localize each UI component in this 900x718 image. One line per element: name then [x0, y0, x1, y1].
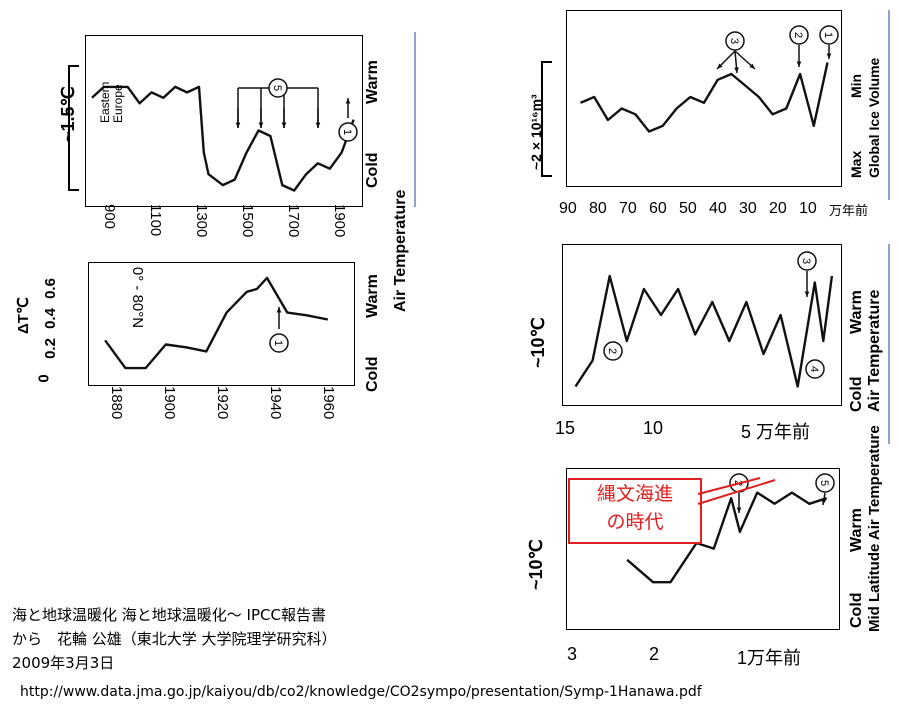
warm-label-e: Warm	[848, 508, 865, 552]
marker-c-3: 3	[725, 31, 745, 51]
bracket-c	[541, 61, 552, 177]
ylabel-mid-latitude: Mid Latitude Air Temperature	[866, 425, 883, 632]
x-e-tick: 1万年前	[737, 648, 802, 668]
x-c-tick: 10	[799, 200, 817, 217]
marker-b-1: 1	[269, 333, 289, 353]
cold-label-e: Cold	[848, 592, 865, 628]
arrow-a-3-head	[315, 122, 321, 128]
x-c-tick: 万年前	[829, 203, 869, 218]
svg-text:2: 2	[792, 32, 804, 38]
source-url: http://www.data.jma.go.jp/kaiyou/db/co2/…	[20, 684, 702, 700]
marker-c-1: 1	[819, 25, 839, 45]
marker-a-5: 5	[268, 78, 288, 98]
chart-air-temp-long: 3 2 4	[562, 244, 842, 406]
svg-text:1: 1	[341, 129, 353, 135]
arrow-e-down-head	[736, 507, 742, 513]
svg-text:1: 1	[822, 32, 834, 38]
x-c-tick: 70	[619, 200, 637, 217]
caption-line-2: から 花輪 公雄（東北大学 大学院理学研究科）	[12, 630, 337, 648]
svg-text:2: 2	[606, 348, 618, 354]
arrow-a-2-head	[281, 122, 287, 128]
x-e-tick: 2	[649, 644, 660, 664]
arrow-c-4-head	[796, 61, 802, 67]
x-c-tick: 40	[709, 200, 727, 217]
marker-d-3: 3	[797, 251, 817, 271]
chart-air-temp-long-plot: 3 2 4	[574, 251, 834, 388]
marker-a-1: 1	[338, 122, 358, 142]
marker-d-4: 4	[805, 359, 825, 379]
chart-0-80n: 1 0° - 80°N	[88, 262, 355, 386]
x-ticks-c: 90 80 70 60 50 40 30 20 10 万年前	[555, 200, 885, 224]
arrow-c-1-head	[717, 63, 723, 69]
marker-e-5: 5	[815, 473, 835, 493]
svg-text:5: 5	[818, 480, 830, 486]
x-c-tick: 20	[769, 200, 787, 217]
svg-text:5: 5	[271, 85, 283, 91]
arrow-a-0-head	[235, 122, 241, 128]
arrow-d-down-head	[804, 291, 810, 297]
svg-text:3: 3	[800, 258, 812, 264]
arrow-e-down-2-head	[821, 499, 827, 505]
x-c-tick: 80	[589, 200, 607, 217]
arrow-c-5-head	[826, 53, 832, 59]
marker-d-2: 2	[603, 341, 623, 361]
separator-right-2	[888, 244, 890, 444]
arrow-a-1-head	[258, 122, 264, 128]
chart-ice-volume-plot: 3 2 1	[580, 25, 839, 133]
arrow-c-3-head	[749, 63, 755, 69]
x-c-tick: 60	[649, 200, 667, 217]
x-d-tick: 5 万年前	[741, 422, 811, 442]
x-c-tick: 30	[739, 200, 757, 217]
callout-jomon-text: 縄文海進 の時代	[596, 483, 673, 533]
x-c-tick: 90	[559, 200, 577, 217]
left-label-e: ~10℃	[526, 539, 546, 590]
x-ticks-e: 3 2 1万年前	[555, 644, 845, 668]
x-d-tick: 10	[643, 418, 664, 438]
x-ticks-d: 15 10 5 万年前	[555, 418, 845, 442]
arrow-b-up-head	[276, 307, 282, 313]
arrow-c-2-head	[734, 67, 739, 73]
marker-c-2: 2	[789, 25, 809, 45]
chart-e-series-line	[626, 491, 828, 584]
arrow-a-up-head	[345, 98, 351, 104]
caption-line-3: 2009年3月3日	[12, 654, 115, 672]
x-d-tick: 15	[555, 418, 576, 438]
chart-ice-volume: 3 2 1	[566, 10, 842, 187]
x-e-tick: 3	[567, 644, 578, 664]
chart-0-80n-plot: 1	[104, 276, 329, 370]
callout-jomon: 縄文海進 の時代	[568, 478, 702, 544]
separator-left	[414, 32, 416, 207]
x-c-tick: 50	[679, 200, 697, 217]
svg-text:1: 1	[272, 340, 284, 346]
chart-eastern-europe-plot: 51	[91, 78, 358, 192]
svg-text:4: 4	[808, 366, 820, 372]
svg-text:3: 3	[728, 38, 740, 44]
separator-right-1	[888, 10, 890, 200]
chart-a-series-line	[91, 85, 355, 192]
caption-line-1: 海と地球温暖化 海と地球温暖化～ IPCC報告書	[12, 606, 326, 624]
bracket-a	[68, 65, 79, 191]
